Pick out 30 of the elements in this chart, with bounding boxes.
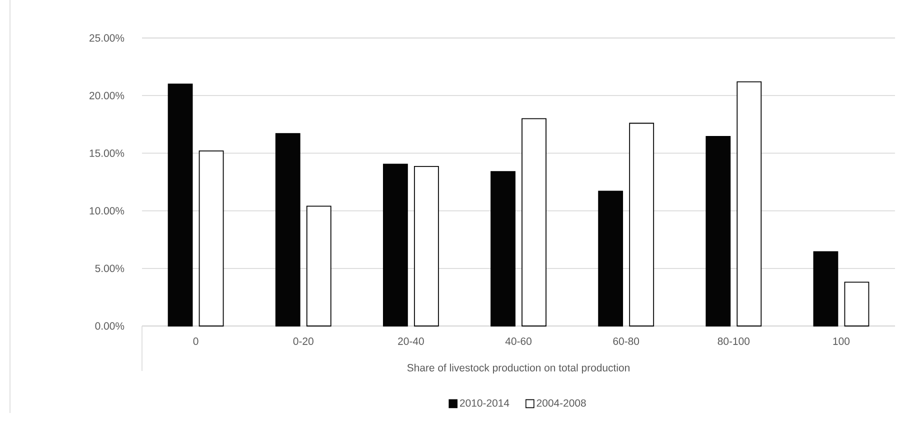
y-tick-label: 10.00% (90, 207, 124, 215)
y-tick-label: 0.00% (95, 322, 124, 330)
y-tick-label: 5.00% (95, 264, 124, 272)
x-tick-label: 0 (193, 338, 198, 345)
y-tick-label: 15.00% (90, 150, 124, 157)
bar (522, 118, 546, 326)
legend-label: 2010-2014 (460, 399, 510, 407)
y-tick-label: 25.00% (90, 34, 124, 42)
y-tick-label: 20.00% (90, 92, 124, 100)
x-tick-label: 60-80 (613, 338, 640, 345)
x-tick-label: 20-40 (398, 338, 424, 345)
bar (629, 122, 654, 326)
bar (198, 150, 224, 326)
bar (844, 282, 870, 326)
bar (598, 190, 624, 326)
bar (490, 171, 516, 326)
x-axis-title: Share of livestock production on total production (407, 364, 630, 374)
bar (168, 84, 193, 326)
x-tick-label: 80-100 (718, 338, 750, 345)
x-tick-label: 40-60 (505, 338, 532, 345)
bar (706, 136, 731, 326)
legend-label: 2004-2008 (536, 399, 586, 407)
bar (382, 164, 408, 326)
bar (275, 133, 300, 326)
x-tick-label: 0-20 (293, 338, 314, 345)
bar (306, 206, 332, 326)
bar (414, 166, 439, 326)
bar (736, 81, 762, 326)
bar (813, 251, 838, 326)
x-tick-label: 100 (833, 338, 850, 345)
